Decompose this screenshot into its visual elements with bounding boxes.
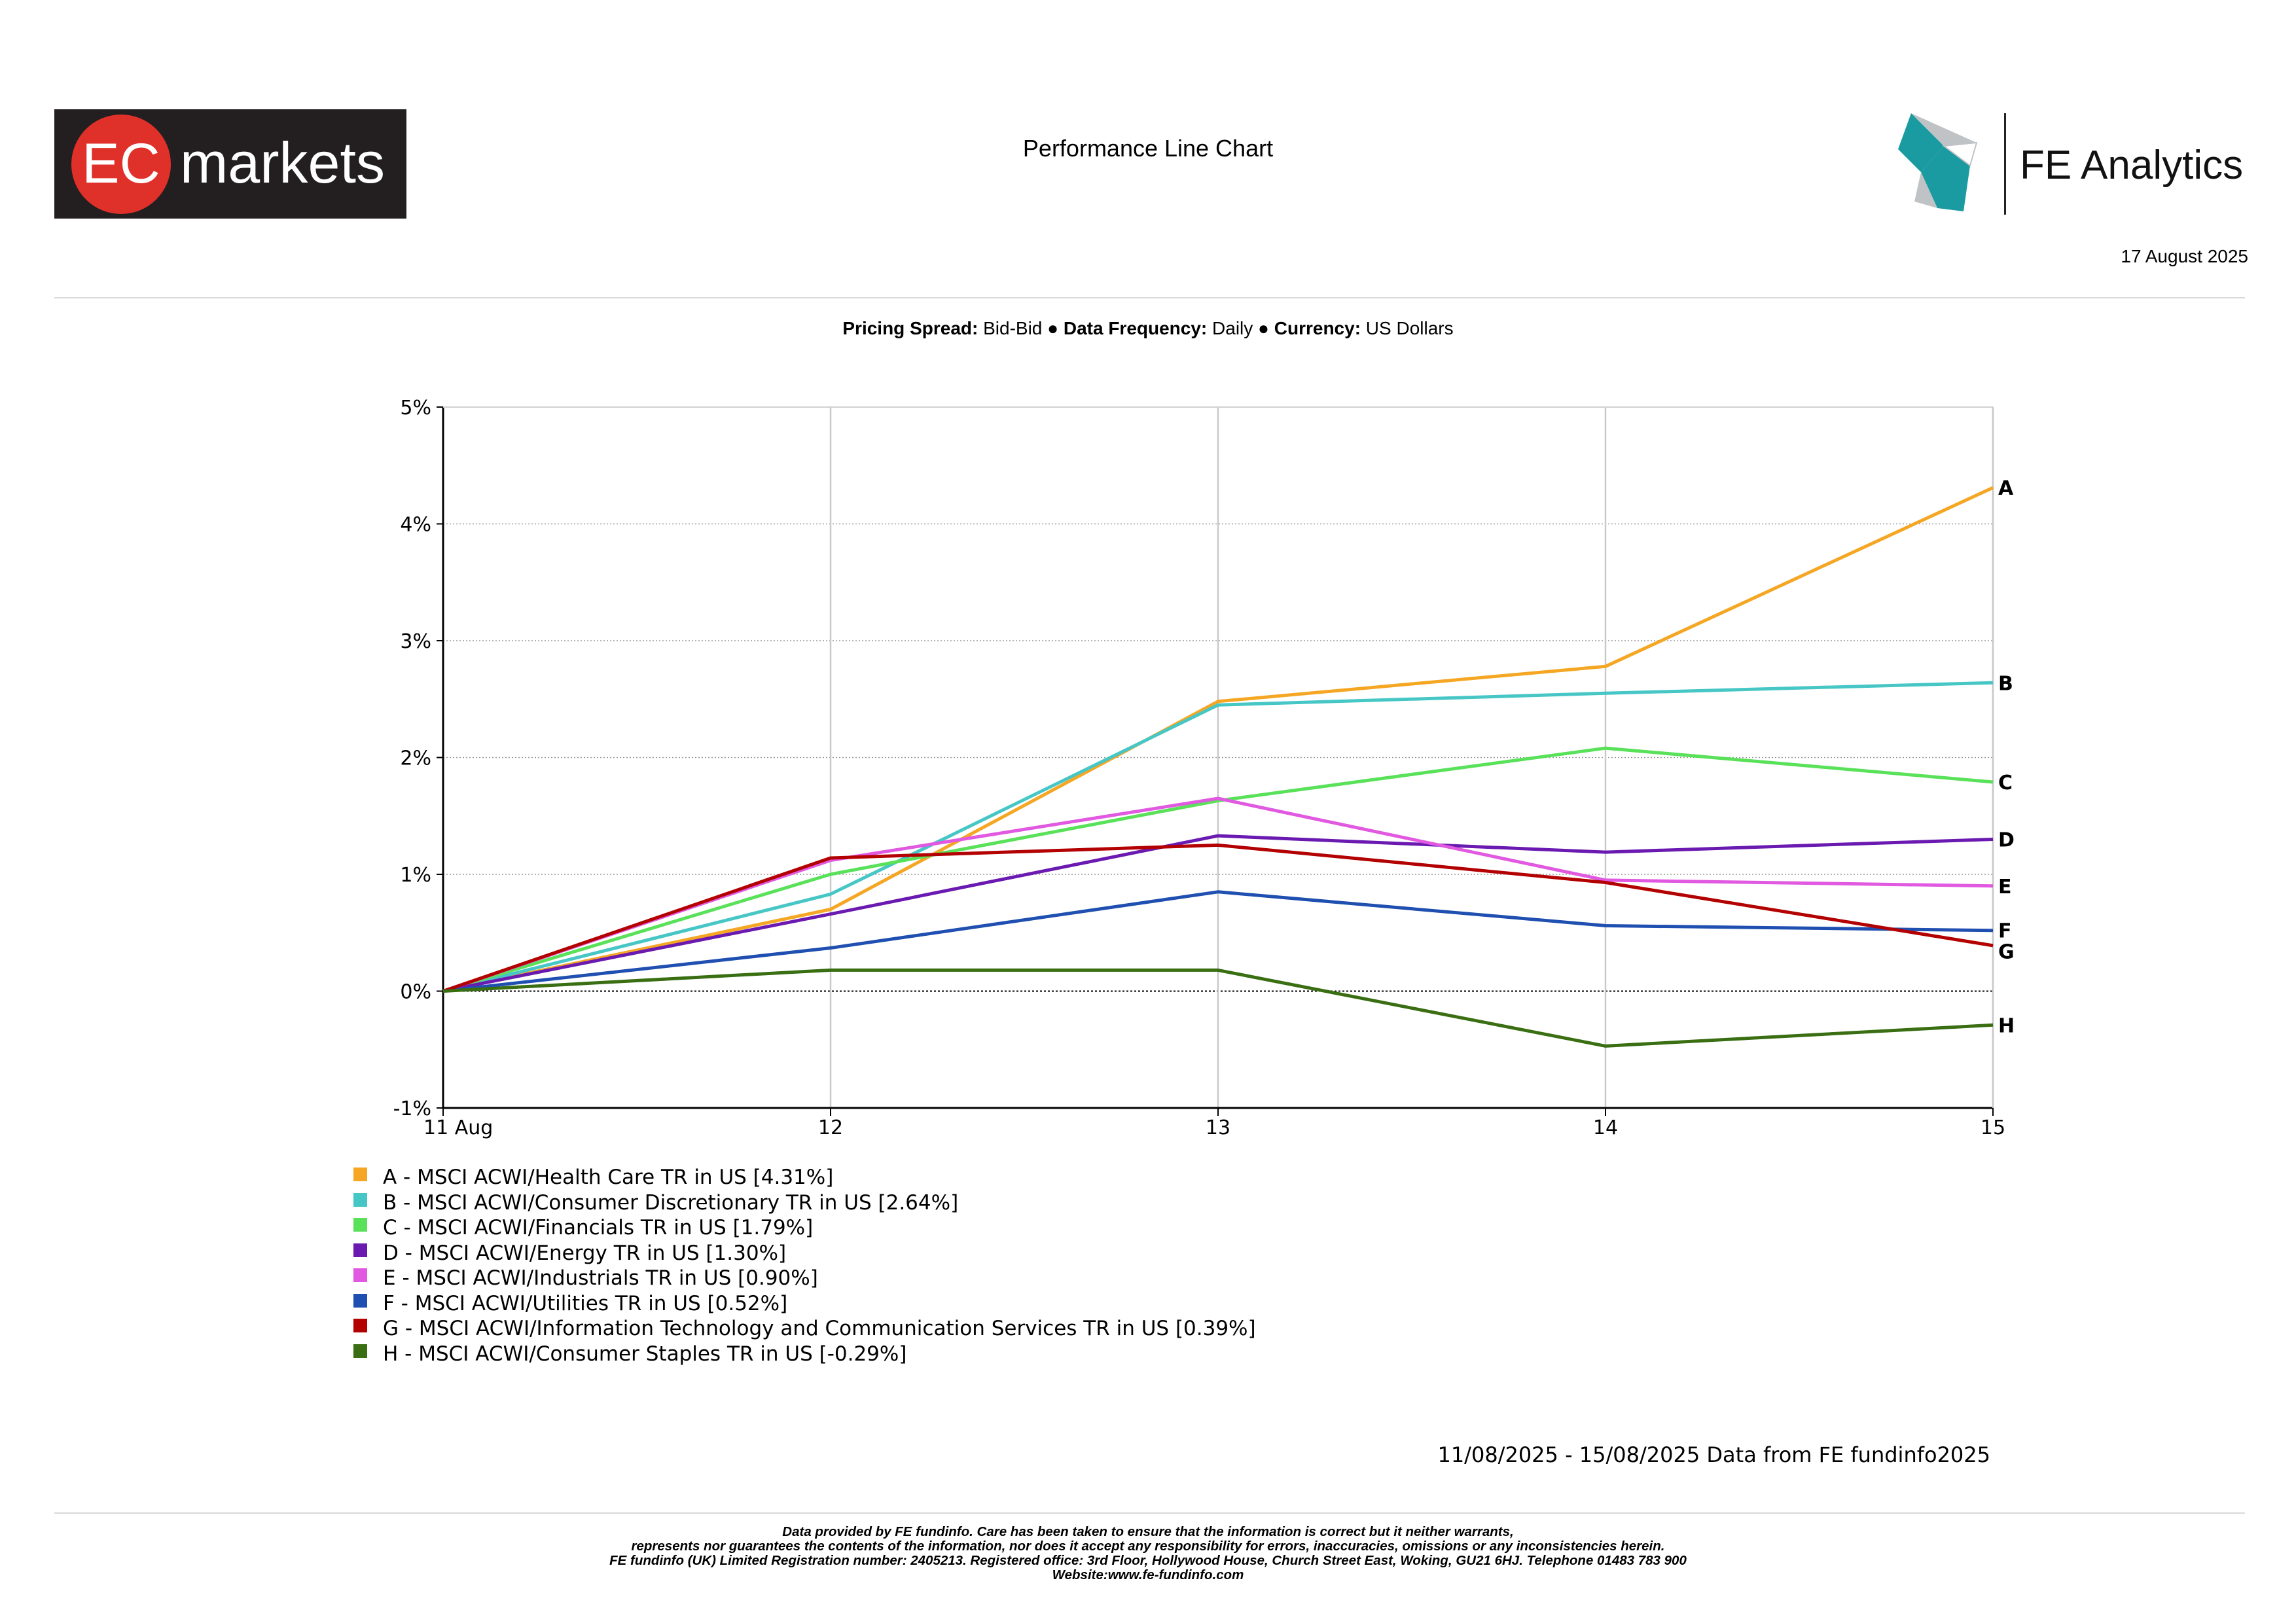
- chart-end-labels: A B C D EFG H: [1998, 477, 2015, 1037]
- disclaimer-line: Website:www.fe-fundinfo.com: [1052, 1567, 1244, 1582]
- disclaimer-line: FE fundinfo (UK) Limited Registration nu…: [609, 1553, 1687, 1568]
- series-end-label-h: H: [1998, 1014, 2015, 1037]
- x-tick-label: 11 Aug: [423, 1116, 493, 1139]
- fe-analytics-brand: FE Analytics: [2020, 143, 2243, 188]
- legend-label: G - MSCI ACWI/Information Technology and…: [383, 1317, 1256, 1340]
- legend-swatch: [353, 1344, 367, 1358]
- currency-label: Currency:: [1274, 318, 1361, 338]
- legend-label: F - MSCI ACWI/Utilities TR in US [0.52%]: [383, 1291, 788, 1315]
- disclaimer-line: represents nor guarantees the contents o…: [631, 1539, 1665, 1554]
- series-line-h: [442, 968, 1994, 1048]
- disclaimer: Data provided by FE fundinfo. Care has b…: [0, 1525, 2296, 1582]
- data-frequency-label: Data Frequency:: [1063, 318, 1208, 338]
- legend-swatch: [353, 1319, 367, 1332]
- legend-item: D - MSCI ACWI/Energy TR in US [1.30%]: [353, 1241, 1256, 1266]
- legend-swatch: [353, 1268, 367, 1282]
- series-end-label-b: B: [1998, 672, 2013, 695]
- series-end-label-g: G: [1998, 941, 2015, 964]
- y-tick-label: 5%: [400, 397, 431, 419]
- legend-item: C - MSCI ACWI/Financials TR in US [1.79%…: [353, 1215, 1256, 1241]
- x-tick-label: 13: [1206, 1116, 1230, 1139]
- x-tick-label: 15: [1981, 1116, 2005, 1139]
- chart-axes: -1% 0% 1% 2% 3% 4% 5% 11 Aug 12 13 14 15: [393, 397, 2006, 1139]
- ec-logo-text: EC: [82, 132, 160, 195]
- separator-dot: ●: [1258, 318, 1269, 338]
- legend-label: A - MSCI ACWI/Health Care TR in US [4.31…: [383, 1166, 834, 1189]
- series-end-label-a: A: [1998, 477, 2014, 500]
- header-divider: [54, 297, 2245, 298]
- legend-label: H - MSCI ACWI/Consumer Staples TR in US …: [383, 1342, 907, 1366]
- chart-grid: [443, 406, 1994, 1108]
- ec-markets-logo: EC markets: [54, 109, 406, 219]
- y-tick-label: 0%: [400, 981, 431, 1004]
- series-end-label-f: F: [1998, 920, 2012, 943]
- series-end-label-c: C: [1998, 772, 2013, 794]
- series-line-f: [442, 890, 1994, 993]
- currency-value: US Dollars: [1365, 318, 1454, 338]
- report-parameters: Pricing Spread: Bid-Bid ● Data Frequency…: [0, 318, 2296, 339]
- series-line-b: [442, 681, 1994, 993]
- legend-swatch: [353, 1218, 367, 1232]
- data-frequency-value: Daily: [1212, 318, 1253, 338]
- series-end-label-e: E: [1998, 876, 2012, 899]
- fe-logo-shape-icon: [1898, 113, 1944, 172]
- pricing-spread-value: Bid-Bid: [983, 318, 1043, 338]
- series-line-d: [442, 834, 1994, 993]
- y-tick-label: 1%: [400, 864, 431, 887]
- legend-item: B - MSCI ACWI/Consumer Discretionary TR …: [353, 1190, 1256, 1216]
- report-date: 17 August 2025: [2121, 246, 2248, 266]
- x-tick-label: 12: [818, 1116, 843, 1139]
- legend-swatch: [353, 1192, 367, 1207]
- x-tick-label: 14: [1593, 1116, 1618, 1139]
- data-source-note: 11/08/2025 - 15/08/2025 Data from FE fun…: [1437, 1442, 1990, 1467]
- y-tick-label: 3%: [400, 630, 431, 653]
- footer-divider: [54, 1512, 2245, 1514]
- pricing-spread-label: Pricing Spread:: [842, 318, 978, 338]
- series-line-g: [442, 843, 1994, 993]
- legend-item: F - MSCI ACWI/Utilities TR in US [0.52%]: [353, 1291, 1256, 1317]
- legend-swatch: [353, 1168, 367, 1181]
- legend-label: C - MSCI ACWI/Financials TR in US [1.79%…: [383, 1216, 814, 1240]
- legend-item: A - MSCI ACWI/Health Care TR in US [4.31…: [353, 1165, 1256, 1190]
- y-tick-label: 4%: [400, 514, 431, 537]
- disclaimer-line: Data provided by FE fundinfo. Care has b…: [782, 1524, 1514, 1539]
- legend-label: B - MSCI ACWI/Consumer Discretionary TR …: [383, 1190, 959, 1215]
- legend-swatch: [353, 1243, 367, 1257]
- page-title: Performance Line Chart: [1022, 135, 1274, 162]
- y-tick-label: 2%: [400, 747, 431, 770]
- legend-item: G - MSCI ACWI/Information Technology and…: [353, 1316, 1256, 1342]
- legend-label: E - MSCI ACWI/Industrials TR in US [0.90…: [383, 1266, 818, 1290]
- markets-logo-text: markets: [180, 130, 385, 195]
- fe-analytics-logo: FE Analytics: [1885, 110, 2251, 218]
- chart-legend: A - MSCI ACWI/Health Care TR in US [4.31…: [353, 1165, 1256, 1366]
- chart-series: [442, 486, 1994, 1048]
- separator-dot: ●: [1047, 318, 1059, 338]
- series-line-c: [442, 746, 1994, 993]
- legend-item: H - MSCI ACWI/Consumer Staples TR in US …: [353, 1342, 1256, 1367]
- legend-label: D - MSCI ACWI/Energy TR in US [1.30%]: [383, 1241, 787, 1265]
- y-tick-label: -1%: [393, 1097, 431, 1120]
- series-end-label-d: D: [1998, 829, 2015, 851]
- legend-swatch: [353, 1293, 367, 1308]
- series-line-a: [442, 486, 1994, 993]
- legend-item: E - MSCI ACWI/Industrials TR in US [0.90…: [353, 1266, 1256, 1291]
